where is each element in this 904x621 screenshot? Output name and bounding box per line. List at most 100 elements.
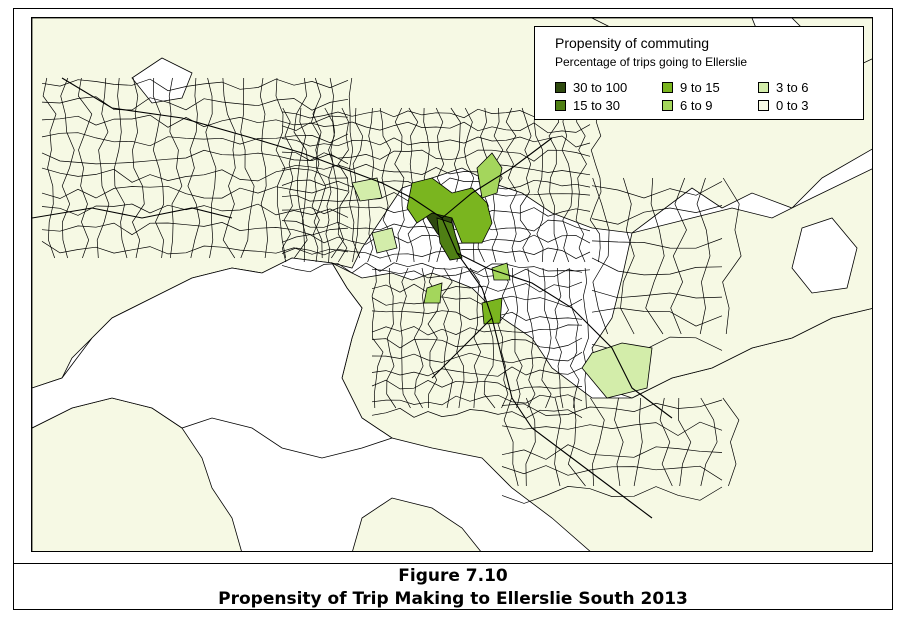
zone-boundary bbox=[281, 247, 591, 259]
zone-boundary bbox=[324, 107, 335, 263]
zone-boundary bbox=[554, 267, 564, 409]
legend-item-30-to-100: 30 to 100 bbox=[555, 79, 627, 95]
legend-swatch bbox=[555, 99, 566, 111]
zone-boundary bbox=[152, 77, 165, 259]
zone-boundary bbox=[591, 289, 723, 299]
zone-boundary bbox=[371, 267, 384, 409]
zone-boundary bbox=[645, 177, 665, 335]
zone-boundary bbox=[591, 238, 723, 249]
zone-boundary bbox=[620, 177, 635, 335]
zone-boundary bbox=[400, 267, 411, 409]
zone-boundary bbox=[297, 107, 307, 263]
zone-boundary bbox=[519, 107, 532, 263]
zone-boundary bbox=[722, 397, 740, 487]
zone-boundary bbox=[512, 267, 523, 409]
zone-boundary bbox=[371, 281, 583, 293]
zone-boundary bbox=[281, 107, 294, 263]
zone-boundary bbox=[441, 267, 453, 409]
zone-boundary bbox=[114, 77, 128, 259]
zone-boundary bbox=[561, 107, 573, 263]
zone-boundary bbox=[533, 107, 545, 263]
zone-boundary bbox=[525, 397, 536, 487]
zone-boundary bbox=[348, 77, 361, 259]
zone-boundary bbox=[548, 107, 560, 263]
zone-boundary bbox=[501, 465, 723, 481]
zone-boundary bbox=[696, 177, 711, 335]
major-routes bbox=[32, 77, 673, 519]
zone-boundary bbox=[583, 267, 589, 409]
zone-boundary bbox=[371, 407, 583, 419]
zone-boundary bbox=[386, 267, 397, 409]
zone-boundary bbox=[41, 132, 349, 147]
legend-item-6-to-9: 6 to 9 bbox=[662, 97, 713, 113]
zone-boundary bbox=[554, 397, 562, 487]
zone-boundary bbox=[592, 177, 610, 335]
major-route bbox=[456, 252, 673, 419]
zone-boundary bbox=[371, 366, 583, 377]
zone-boundary bbox=[281, 163, 591, 176]
map-legend: Propensity of commuting Percentage of tr… bbox=[534, 26, 864, 120]
zone-boundary bbox=[281, 135, 591, 148]
zone-boundary bbox=[591, 307, 723, 327]
zone-boundary bbox=[240, 77, 255, 259]
zone-boundary bbox=[41, 185, 349, 199]
legend-item-3-to-6: 3 to 6 bbox=[758, 79, 809, 95]
legend-subtitle: Percentage of trips going to Ellerslie bbox=[555, 55, 748, 69]
zone-boundary bbox=[456, 267, 465, 409]
zone-boundary bbox=[589, 107, 602, 263]
legend-label: 30 to 100 bbox=[573, 79, 628, 95]
zone-boundary bbox=[371, 324, 583, 336]
major-route bbox=[61, 77, 653, 519]
figure-frame bbox=[13, 8, 893, 610]
water-area bbox=[32, 257, 393, 459]
legend-swatch bbox=[662, 81, 673, 93]
zone-boundary bbox=[41, 78, 349, 92]
zone-boundary bbox=[633, 397, 643, 487]
legend-label: 15 to 30 bbox=[573, 97, 620, 113]
zone-boundary bbox=[568, 267, 580, 409]
legend-swatch bbox=[662, 99, 673, 111]
zone-boundary bbox=[371, 268, 583, 279]
zone-boundary bbox=[670, 177, 687, 335]
major-route bbox=[431, 317, 493, 379]
legend-title: Propensity of commuting bbox=[555, 35, 710, 51]
legend-label: 9 to 15 bbox=[680, 79, 720, 95]
zone-boundary bbox=[132, 77, 145, 259]
zone-boundary bbox=[168, 77, 183, 259]
zone-boundary bbox=[590, 397, 605, 487]
zone-class-4 bbox=[581, 342, 653, 399]
zone-boundary bbox=[281, 149, 591, 162]
zone-boundary bbox=[281, 262, 591, 274]
zone-boundary bbox=[222, 77, 236, 259]
zone-boundary bbox=[591, 205, 723, 225]
zone-boundary bbox=[575, 107, 587, 263]
major-route bbox=[32, 207, 233, 219]
zone-boundary bbox=[700, 397, 718, 487]
zone-boundary bbox=[205, 77, 217, 259]
zone-boundary bbox=[469, 267, 482, 409]
zone-boundary bbox=[678, 397, 692, 487]
zone-boundary bbox=[722, 177, 742, 335]
figure-title: Propensity of Trip Making to Ellerslie S… bbox=[218, 589, 688, 609]
zone-boundary bbox=[501, 399, 723, 416]
zone-boundary bbox=[483, 267, 496, 409]
legend-label: 6 to 9 bbox=[680, 97, 713, 113]
zone-boundary bbox=[41, 203, 349, 218]
legend-item-9-to-15: 9 to 15 bbox=[662, 79, 720, 95]
legend-item-0-to-3: 0 to 3 bbox=[758, 97, 809, 113]
legend-swatch bbox=[758, 81, 769, 93]
zone-boundary bbox=[187, 77, 201, 259]
zone-boundary bbox=[501, 486, 723, 504]
zone-boundary bbox=[501, 421, 723, 436]
zone-boundary bbox=[42, 77, 57, 259]
zone-boundary bbox=[41, 167, 349, 183]
legend-item-15-to-30: 15 to 30 bbox=[555, 97, 620, 113]
zone-boundary bbox=[41, 222, 349, 236]
zone-boundary bbox=[371, 295, 583, 308]
zone-boundary bbox=[526, 267, 536, 409]
zone-class-3 bbox=[491, 262, 511, 281]
zone-boundary bbox=[329, 77, 344, 259]
zone-boundary bbox=[371, 394, 583, 406]
legend-swatch bbox=[555, 81, 566, 93]
zone-boundary bbox=[501, 444, 723, 460]
